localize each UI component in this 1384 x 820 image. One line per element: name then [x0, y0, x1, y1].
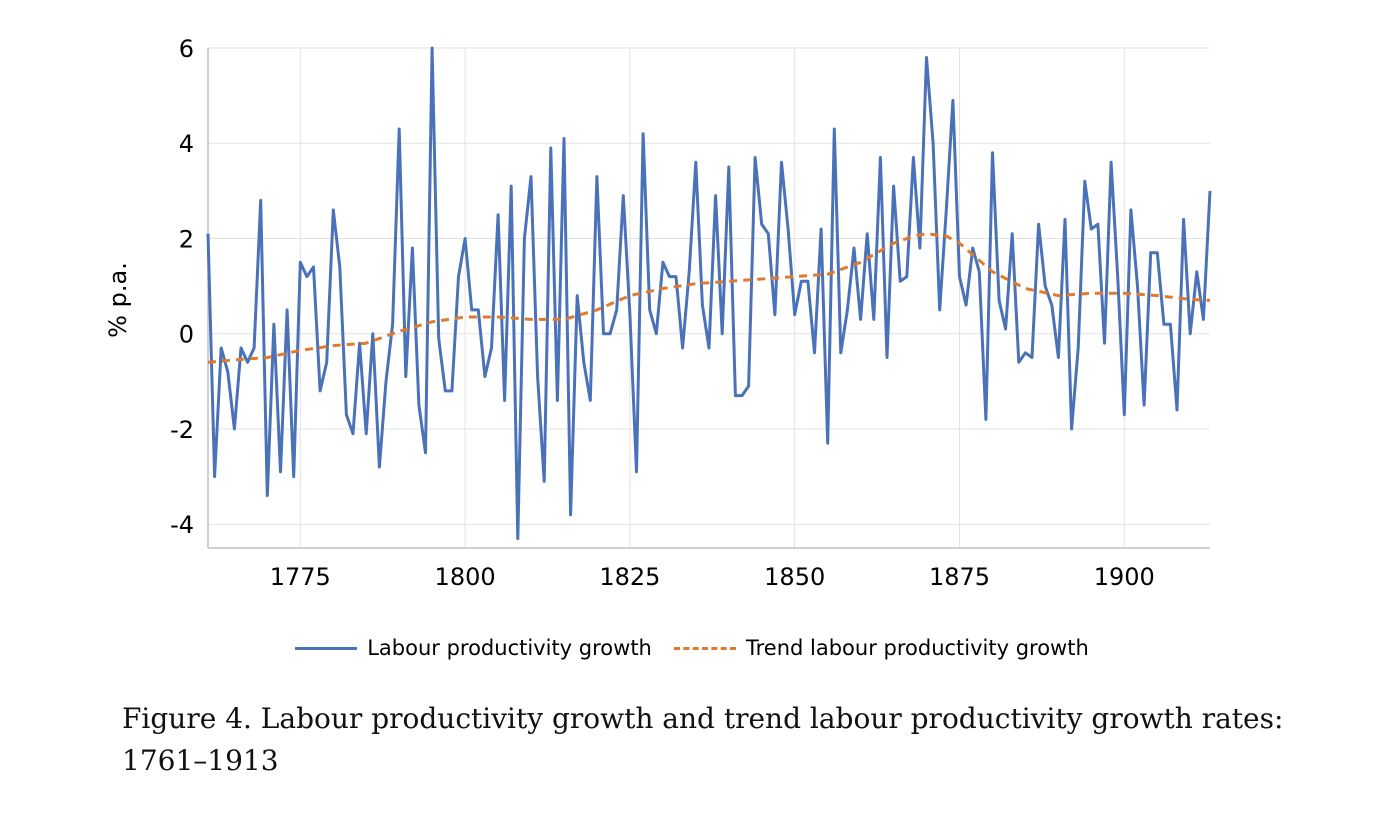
axes	[207, 48, 1210, 549]
series-line-productivity	[206, 46, 1212, 540]
y-tick-label: 4	[179, 130, 194, 158]
x-tick-label: 1775	[270, 563, 331, 591]
x-tick-label: 1825	[599, 563, 660, 591]
legend-label-productivity: Labour productivity growth	[367, 636, 652, 660]
series-line-trend	[207, 232, 1211, 364]
x-tick-label: 1900	[1094, 563, 1155, 591]
legend: Labour productivity growth Trend labour …	[0, 636, 1384, 660]
x-tick-label: 1875	[929, 563, 990, 591]
figure-caption: Figure 4. Labour productivity growth and…	[122, 698, 1322, 782]
series-layer	[206, 46, 1212, 540]
y-tick-label: 6	[179, 35, 194, 63]
tick-labels: -4 -2 0 2 4 6 1775 1800 1825 1850 1875 1900	[170, 35, 1155, 591]
caption-line-2: 1761–1913	[122, 744, 279, 777]
grid-lines	[208, 47, 1210, 548]
x-tick-label: 1800	[435, 563, 496, 591]
y-tick-label: -4	[170, 511, 194, 539]
caption-line-1: Figure 4. Labour productivity growth and…	[122, 702, 1284, 735]
legend-label-trend: Trend labour productivity growth	[745, 636, 1089, 660]
legend-item-productivity: Labour productivity growth	[295, 636, 652, 660]
y-tick-label: 2	[179, 225, 194, 253]
y-tick-label: 0	[179, 321, 194, 349]
line-chart: -4 -2 0 2 4 6 1775 1800 1825 1850 1875 1900 % p.a.	[104, 35, 1212, 591]
legend-swatch-solid	[295, 646, 358, 650]
y-tick-label: -2	[170, 416, 194, 444]
legend-item-trend: Trend labour productivity growth	[673, 636, 1089, 660]
y-axis-label: % p.a.	[104, 262, 132, 338]
x-tick-label: 1850	[764, 563, 825, 591]
legend-swatch-dashed	[673, 646, 736, 650]
